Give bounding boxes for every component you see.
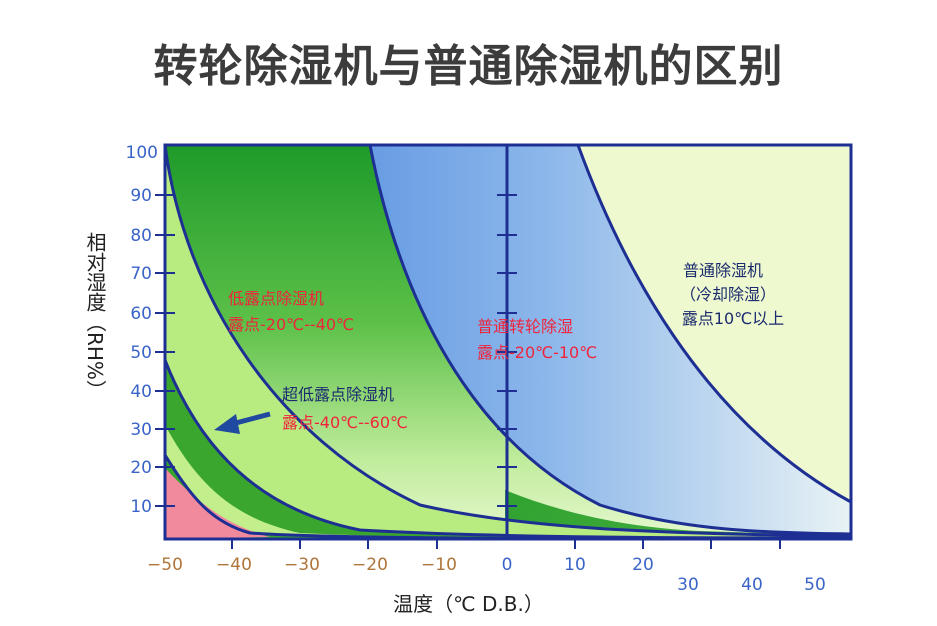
y-axis-label: 相对湿度（RH%） bbox=[83, 232, 107, 400]
label-low-dew-line2: 露点-20℃--40℃ bbox=[228, 315, 354, 334]
label-rotary-line2: 露点-20℃-10℃ bbox=[477, 343, 597, 362]
arrow-icon bbox=[214, 411, 271, 434]
y-tick-90: 90 bbox=[130, 186, 152, 206]
x-tick-minus40: −40 bbox=[216, 555, 252, 575]
y-tick-80: 80 bbox=[130, 226, 152, 246]
label-ordinary-line3: 露点10℃以上 bbox=[682, 309, 784, 328]
label-rotary-line1: 普通转轮除湿 bbox=[477, 317, 573, 336]
y-tick-60: 60 bbox=[130, 304, 152, 324]
label-ordinary-line2: （冷却除湿） bbox=[680, 285, 776, 304]
label-ordinary-line1: 普通除湿机 bbox=[683, 261, 763, 280]
region-pink-corner bbox=[165, 468, 270, 539]
y-tick-70: 70 bbox=[130, 264, 152, 284]
x-tick-minus50: −50 bbox=[147, 555, 183, 575]
y-tick-40: 40 bbox=[130, 382, 152, 402]
label-ultra-low-line1: 超低露点除湿机 bbox=[282, 385, 394, 404]
label-low-dew-line1: 低露点除湿机 bbox=[228, 289, 324, 308]
x-tick-20: 20 bbox=[632, 555, 654, 575]
x-tick-minus30: −30 bbox=[284, 555, 320, 575]
y-tick-10: 10 bbox=[130, 497, 152, 517]
boundary-curve-3 bbox=[165, 145, 851, 538]
x-tick-0: 0 bbox=[502, 555, 513, 575]
y-tick-100: 100 bbox=[126, 143, 158, 163]
x-tick-10: 10 bbox=[564, 555, 586, 575]
x-tick-50: 50 bbox=[804, 575, 826, 595]
label-ultra-low-line2: 露点-40℃--60℃ bbox=[282, 413, 408, 432]
y-tick-50: 50 bbox=[130, 343, 152, 363]
x-tick-40: 40 bbox=[741, 575, 763, 595]
x-tick-minus20: −20 bbox=[352, 555, 388, 575]
page-title: 转轮除湿机与普通除湿机的区别 bbox=[153, 41, 784, 92]
y-tick-30: 30 bbox=[130, 420, 152, 440]
x-axis-label: 温度（℃ D.B.） bbox=[393, 592, 544, 616]
x-tick-30: 30 bbox=[677, 575, 699, 595]
y-ticks-left bbox=[155, 194, 175, 507]
x-ticks bbox=[231, 539, 781, 549]
y-ticks-center bbox=[497, 194, 517, 507]
region-low-dew-point bbox=[165, 145, 851, 539]
boundary-curve-1 bbox=[368, 145, 851, 536]
y-tick-20: 20 bbox=[130, 458, 152, 478]
boundary-curve-2 bbox=[576, 145, 851, 504]
x-tick-minus10: −10 bbox=[421, 555, 457, 575]
